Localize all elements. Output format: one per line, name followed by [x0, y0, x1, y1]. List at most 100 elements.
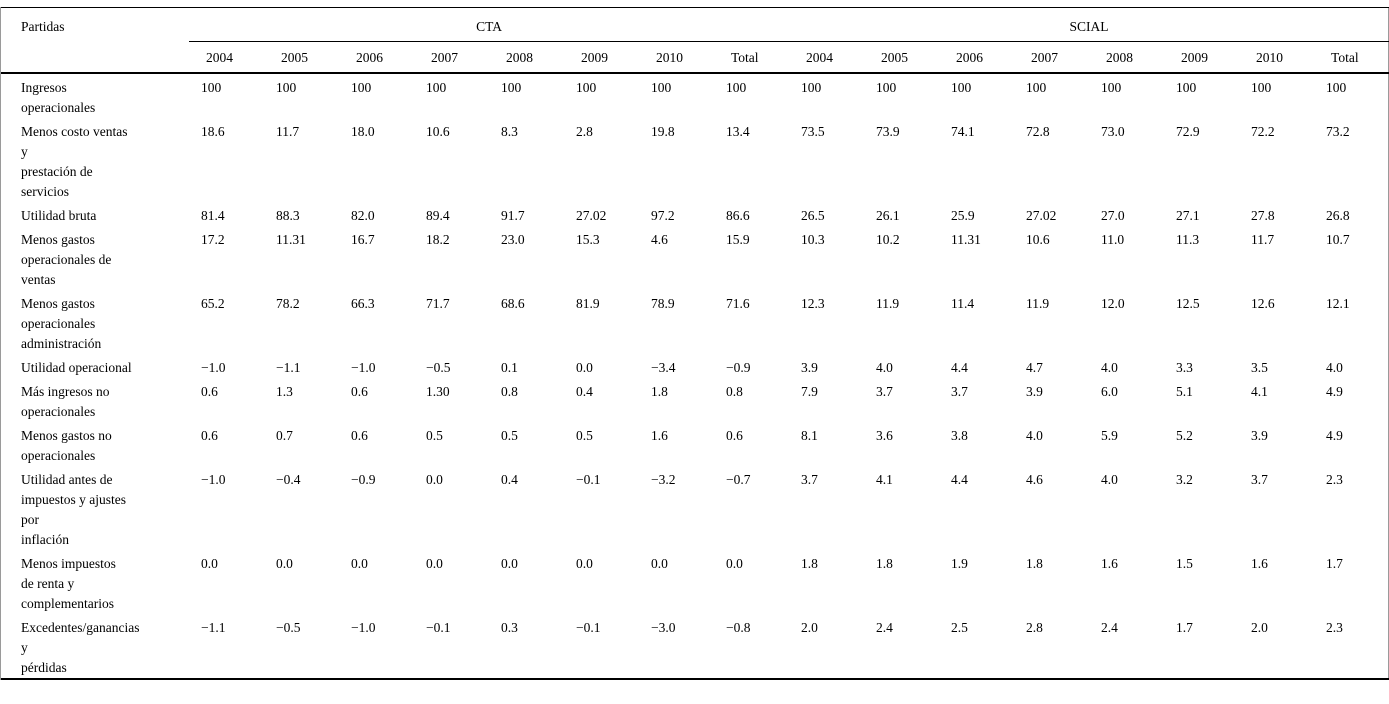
value-cell-scial-2010: 3.9	[1251, 428, 1268, 443]
value-cell-scial-2004: 3.7	[801, 472, 818, 487]
row-label-line: ventas	[21, 272, 56, 287]
value-cell-cta-2007: 0.0	[426, 556, 443, 571]
value-cell-cta-2007: 89.4	[426, 208, 450, 223]
value-cell-cta-2004: 100	[201, 80, 222, 95]
value-cell-cta-2006: 18.0	[351, 124, 375, 139]
row-label-line: operacionales	[21, 404, 96, 419]
value-cell-cta-2010: −3.4	[651, 360, 676, 375]
year-header-scial-2010: 2010	[1239, 41, 1315, 74]
value-cell-scial-2008: 4.0	[1101, 360, 1118, 375]
value-cell-scial-2007: 1.8	[1026, 556, 1043, 571]
value-cell-scial-2005: 73.9	[876, 124, 900, 139]
value-cell-scial-2007: 100	[1026, 80, 1047, 95]
value-cell-scial-2004: 8.1	[801, 428, 818, 443]
value-cell-cta-total: 100	[726, 80, 747, 95]
table-row: Utilidad operacional −1.0 −1.1 −1.0 −0.5 0.1 0…	[1, 354, 1389, 378]
value-cell-scial-2006: 1.9	[951, 556, 968, 571]
value-cell-cta-2006: 0.6	[351, 384, 368, 399]
row-label-line: por	[21, 512, 39, 527]
value-cell-scial-2008: 11.0	[1101, 232, 1125, 247]
value-cell-scial-2007: 4.6	[1026, 472, 1043, 487]
row-label: Excedentes/ganancias y pérdidas	[1, 614, 189, 680]
value-cell-cta-2010: 1.6	[651, 428, 668, 443]
value-cell-scial-2005: 1.8	[876, 556, 893, 571]
row-label-line: y	[21, 144, 28, 159]
value-cell-cta-2010: 1.8	[651, 384, 668, 399]
row-label-line: complementarios	[21, 596, 114, 611]
row-label-line: operacionales	[21, 316, 96, 331]
row-label: Menos costo ventas y prestación de servicio…	[1, 118, 189, 202]
value-cell-scial-2005: 2.4	[864, 614, 940, 680]
value-cell-scial-total: 26.8	[1326, 208, 1350, 223]
value-cell-scial-2008: 27.0	[1101, 208, 1125, 223]
row-label-line: operacionales	[21, 100, 96, 115]
value-cell-cta-2004: 0.6	[201, 384, 218, 399]
value-cell-cta-2007: −0.5	[426, 360, 451, 375]
row-label-line: y	[21, 640, 28, 655]
value-cell-scial-2009: 72.9	[1176, 124, 1200, 139]
value-cell-scial-2004: 26.5	[801, 208, 825, 223]
value-cell-scial-2010: 11.7	[1251, 232, 1275, 247]
year-header-scial-2005: 2005	[864, 41, 940, 74]
value-cell-scial-2008: 12.0	[1101, 296, 1125, 311]
value-cell-cta-2006: 0.0	[351, 556, 368, 571]
value-cell-cta-2004: 18.6	[201, 124, 225, 139]
value-cell-cta-2008: 91.7	[501, 208, 525, 223]
value-cell-scial-2005: 3.7	[876, 384, 893, 399]
value-cell-cta-2009: 0.0	[576, 360, 593, 375]
value-cell-scial-2010: 100	[1251, 80, 1272, 95]
value-cell-cta-2006: 0.6	[351, 428, 368, 443]
value-cell-cta-total: −0.7	[726, 472, 751, 487]
row-label-line: inflación	[21, 532, 69, 547]
value-cell-scial-total: 4.0	[1326, 360, 1343, 375]
row-label-line: Menos gastos	[21, 296, 95, 311]
row-label: Utilidad bruta	[1, 202, 189, 226]
value-cell-scial-2004: 100	[801, 80, 822, 95]
row-label-line: Ingresos	[21, 80, 67, 95]
year-header-cta-2007: 2007	[414, 41, 489, 74]
value-cell-cta-total: 0.0	[726, 556, 743, 571]
row-label: Utilidad operacional	[1, 354, 189, 378]
value-cell-scial-2005: 3.6	[876, 428, 893, 443]
table-row: Menos gastos no operacionales 0.6 0.7 0.6 0.5…	[1, 422, 1389, 466]
row-label: Ingresos operacionales	[1, 73, 189, 118]
year-header-cta-2005: 2005	[264, 41, 339, 74]
value-cell-cta-2007: 18.2	[426, 232, 450, 247]
value-cell-scial-2006: 74.1	[951, 124, 975, 139]
value-cell-cta-2004: 81.4	[201, 208, 225, 223]
row-label: Utilidad antes de impuestos y ajustes por i…	[1, 466, 189, 550]
value-cell-scial-2004: 12.3	[801, 296, 825, 311]
value-cell-cta-2008: 68.6	[501, 296, 525, 311]
value-cell-scial-2010: 2.0	[1239, 614, 1315, 680]
value-cell-cta-2008: 23.0	[501, 232, 525, 247]
year-header-cta-2006: 2006	[339, 41, 414, 74]
value-cell-cta-2004: 0.6	[201, 428, 218, 443]
value-cell-scial-2006: 4.4	[951, 472, 968, 487]
value-cell-cta-2009: 27.02	[576, 208, 607, 223]
value-cell-cta-2009: 2.8	[576, 124, 593, 139]
value-cell-scial-2009: 5.1	[1176, 384, 1193, 399]
year-header-scial-2004: 2004	[789, 41, 865, 74]
value-cell-scial-2009: 27.1	[1176, 208, 1200, 223]
value-cell-cta-2009: 0.4	[576, 384, 593, 399]
value-cell-cta-total: 0.6	[726, 428, 743, 443]
value-cell-scial-2006: 3.7	[951, 384, 968, 399]
value-cell-cta-2004: 17.2	[201, 232, 225, 247]
row-label-line: Utilidad bruta	[21, 208, 97, 223]
value-cell-cta-2006: −0.9	[351, 472, 376, 487]
value-cell-cta-2007: 1.30	[426, 384, 450, 399]
row-label-line: Menos impuestos	[21, 556, 116, 571]
value-cell-scial-2009: 3.3	[1176, 360, 1193, 375]
value-cell-cta-2007: 71.7	[426, 296, 450, 311]
year-header-scial-2008: 2008	[1089, 41, 1165, 74]
row-label-line: de renta y	[21, 576, 75, 591]
value-cell-scial-2009: 100	[1176, 80, 1197, 95]
value-cell-scial-2007: 3.9	[1026, 384, 1043, 399]
value-cell-cta-2005: 11.31	[276, 232, 306, 247]
year-header-cta-2008: 2008	[489, 41, 564, 74]
value-cell-scial-2008: 6.0	[1101, 384, 1118, 399]
row-label-line: Menos gastos no	[21, 428, 112, 443]
year-header-scial-2007: 2007	[1014, 41, 1090, 74]
row-label-line: Excedentes/ganancias	[21, 620, 140, 635]
value-cell-scial-2010: 27.8	[1251, 208, 1275, 223]
